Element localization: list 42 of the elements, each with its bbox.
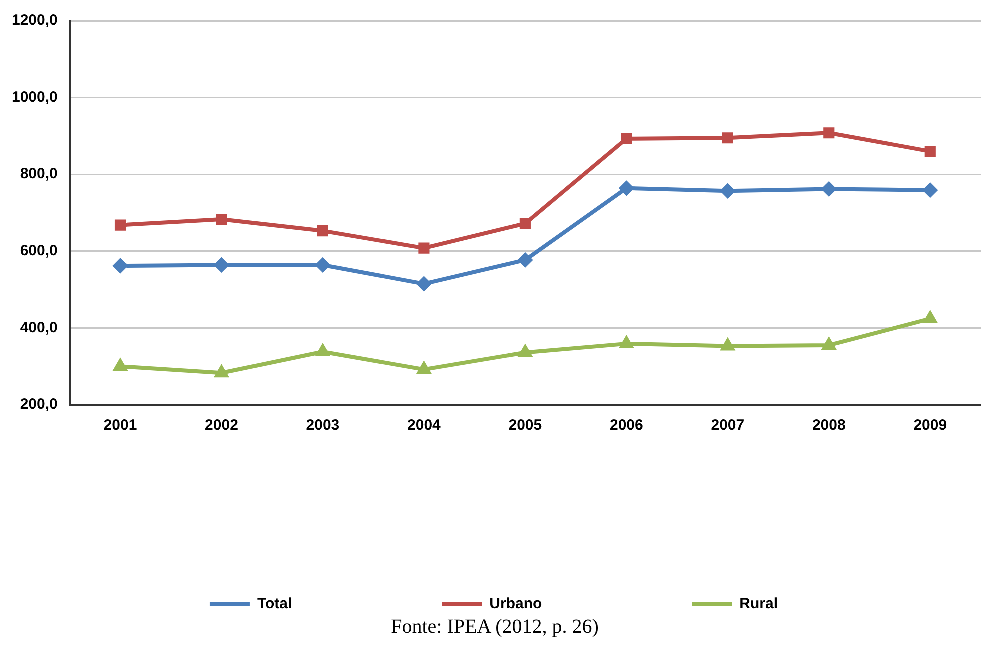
legend-label: Rural — [740, 596, 778, 613]
y-tick-label: 1200,0 — [12, 12, 58, 30]
point — [822, 182, 836, 196]
x-tick-label: 2009 — [914, 417, 948, 434]
x-tick-label: 2001 — [104, 417, 138, 434]
x-tick-label: 2006 — [610, 417, 644, 434]
y-tick-label: 1000,0 — [12, 88, 58, 106]
point — [923, 183, 938, 198]
point — [722, 132, 734, 144]
point — [924, 146, 936, 158]
point — [316, 258, 330, 272]
x-tick-label: 2002 — [205, 417, 238, 434]
point — [216, 214, 228, 226]
x-tick-label: 2004 — [408, 417, 442, 434]
y-tick-label: 800,0 — [20, 166, 58, 183]
point — [620, 336, 634, 348]
point — [114, 220, 126, 231]
y-tick-label: 600,0 — [20, 242, 58, 260]
point — [520, 218, 531, 230]
point — [418, 242, 430, 254]
y-tick-label: 400,0 — [20, 319, 58, 336]
point — [924, 312, 937, 324]
point — [620, 181, 634, 196]
point — [824, 128, 835, 139]
x-tick-label: 2007 — [711, 417, 745, 434]
point — [214, 258, 229, 272]
point — [215, 366, 228, 378]
point — [518, 253, 532, 268]
x-tick-label: 2008 — [812, 417, 846, 434]
legend-label: Urbano — [490, 596, 542, 613]
point — [317, 226, 329, 237]
point — [113, 258, 128, 273]
legend-label: Total — [257, 596, 292, 613]
point — [417, 277, 432, 292]
x-tick-label: 2005 — [508, 417, 542, 434]
point — [621, 133, 632, 144]
point — [720, 184, 735, 198]
source-note: Fonte: IPEA (2012, p. 26) — [390, 616, 600, 639]
point — [418, 362, 431, 374]
x-tick-label: 2003 — [306, 417, 340, 434]
y-tick-label: 200,0 — [20, 396, 58, 414]
point — [822, 338, 836, 350]
